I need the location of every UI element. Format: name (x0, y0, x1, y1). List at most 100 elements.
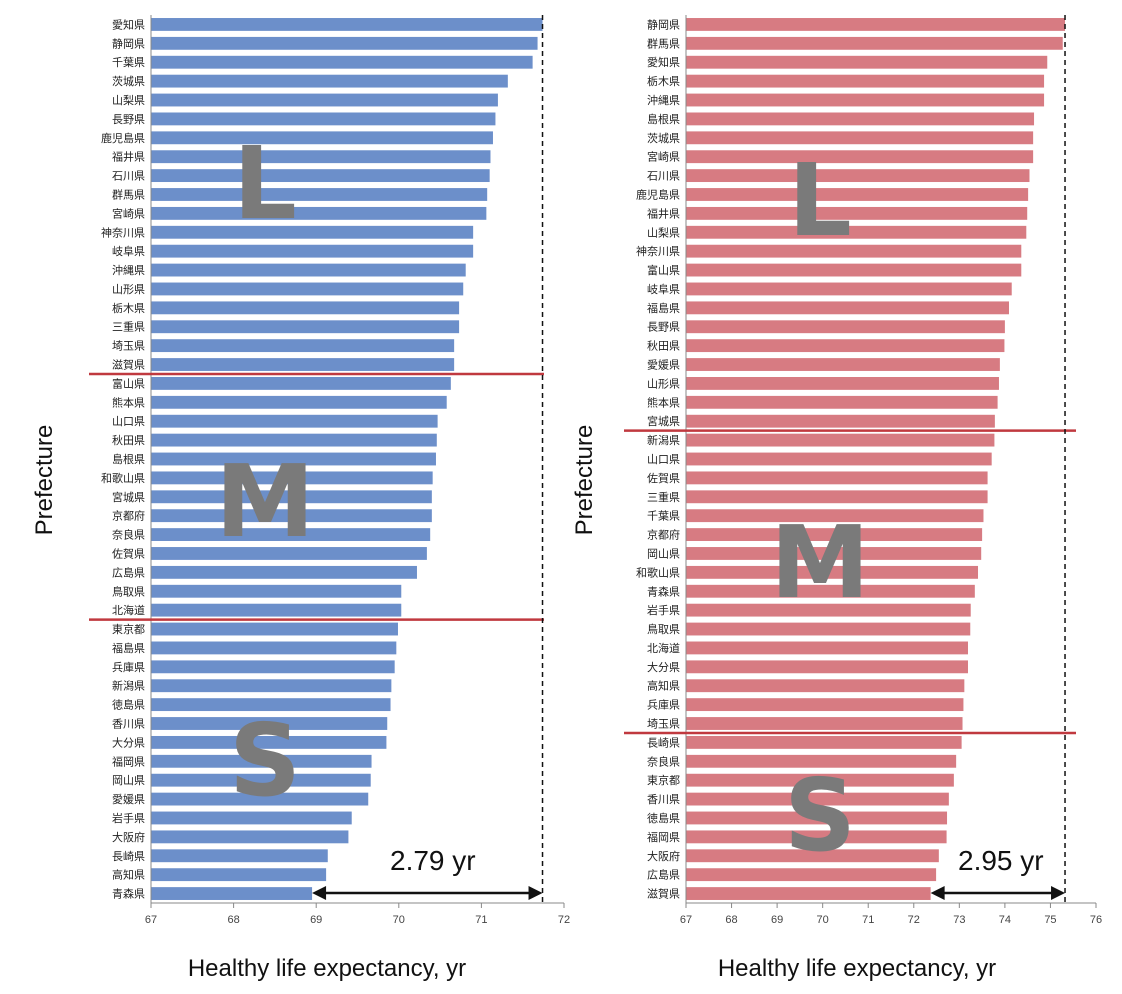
bar (686, 395, 998, 409)
bar (151, 717, 388, 730)
category-label: 愛媛県 (647, 358, 680, 372)
category-label: 鳥取県 (112, 584, 145, 598)
category-label: 広島県 (647, 868, 680, 882)
bar (686, 169, 1030, 183)
bar (151, 301, 460, 315)
bar (686, 547, 982, 560)
bar (686, 754, 957, 768)
bar (686, 112, 1035, 126)
category-label: 三重県 (647, 490, 680, 504)
category-label: 神奈川県 (101, 225, 145, 239)
x-tick-label: 70 (817, 914, 829, 926)
bar (151, 206, 487, 220)
bar (686, 282, 1012, 296)
bar (686, 339, 1005, 353)
range-annotation: 2.79 yr (390, 845, 476, 876)
category-label: 千葉県 (112, 55, 145, 69)
group-label-s: S (784, 757, 856, 874)
bar (151, 471, 433, 485)
bar (151, 849, 328, 863)
bar (151, 112, 496, 126)
bar (151, 74, 508, 88)
category-label: 鹿児島県 (636, 187, 680, 201)
group-label-m: M (770, 504, 870, 621)
category-label: 大阪府 (112, 830, 145, 844)
bar (151, 698, 391, 712)
bar (686, 414, 995, 428)
range-annotation: 2.95 yr (958, 845, 1044, 876)
x-tick-label: 69 (771, 914, 783, 926)
bar (151, 131, 493, 145)
bar (151, 55, 533, 69)
bar (151, 282, 464, 296)
bar (151, 377, 451, 390)
category-label: 沖縄県 (112, 263, 145, 277)
bar (151, 547, 427, 560)
bar (151, 490, 432, 504)
category-label: 兵庫県 (112, 660, 145, 674)
category-label: 長野県 (112, 113, 145, 126)
category-label: 静岡県 (112, 36, 145, 50)
category-label: 兵庫県 (647, 698, 680, 712)
bar (686, 452, 992, 466)
category-label: 静岡県 (647, 17, 680, 31)
chart-panel-female: 静岡県群馬県愛知県栃木県沖縄県島根県茨城県宮崎県石川県鹿児島県福井県山梨県神奈川… (571, 15, 1102, 982)
bar (151, 773, 371, 787)
category-label: 山口県 (647, 453, 680, 466)
category-label: 京都府 (112, 509, 145, 523)
category-label: 宮城県 (647, 414, 680, 428)
bar (686, 490, 988, 504)
category-label: 群馬県 (647, 36, 680, 50)
category-label: 佐賀県 (112, 546, 145, 560)
category-label: 鹿児島県 (101, 131, 145, 145)
bar (686, 150, 1034, 164)
bar (686, 660, 968, 674)
category-label: 茨城県 (112, 74, 145, 88)
category-label: 埼玉県 (112, 339, 145, 353)
bar (686, 735, 962, 749)
bar (686, 433, 995, 447)
bar (151, 811, 352, 825)
category-label: 福島県 (647, 301, 680, 315)
bar (151, 735, 387, 749)
bar (151, 754, 372, 768)
category-label: 山梨県 (112, 93, 145, 107)
x-tick-label: 74 (999, 914, 1011, 926)
category-label: 熊本県 (647, 395, 680, 409)
bar (151, 414, 438, 428)
category-label: 新潟県 (647, 433, 680, 447)
category-label: 青森県 (112, 887, 145, 901)
category-label: 福岡県 (112, 754, 145, 768)
category-label: 茨城県 (647, 131, 680, 145)
category-label: 長崎県 (647, 735, 680, 749)
y-axis-label: Prefecture (571, 425, 598, 536)
category-label: 滋賀県 (112, 359, 145, 372)
category-label: 北海道 (112, 603, 145, 617)
group-label-l: L (788, 142, 852, 259)
category-label: 福岡県 (647, 830, 680, 844)
category-label: 山形県 (647, 377, 680, 390)
category-label: 秋田県 (112, 433, 145, 447)
category-label: 大分県 (112, 735, 145, 749)
x-tick-label: 70 (393, 914, 405, 926)
bar (686, 773, 954, 787)
bar (686, 584, 975, 598)
bar (151, 395, 447, 409)
bar (686, 206, 1028, 220)
category-label: 山形県 (112, 283, 145, 296)
bar (686, 263, 1022, 277)
category-label: 広島県 (112, 565, 145, 579)
bar (686, 93, 1045, 107)
x-tick-label: 72 (558, 914, 570, 926)
x-tick-label: 75 (1044, 914, 1056, 926)
group-label-l: L (233, 125, 297, 242)
category-label: 福井県 (647, 206, 680, 220)
category-label: 徳島県 (112, 698, 145, 712)
category-label: 山口県 (112, 415, 145, 428)
bar (151, 641, 397, 655)
bar (151, 584, 402, 598)
bar (151, 660, 395, 674)
x-tick-label: 76 (1090, 914, 1102, 926)
y-axis-label: Prefecture (31, 425, 58, 536)
